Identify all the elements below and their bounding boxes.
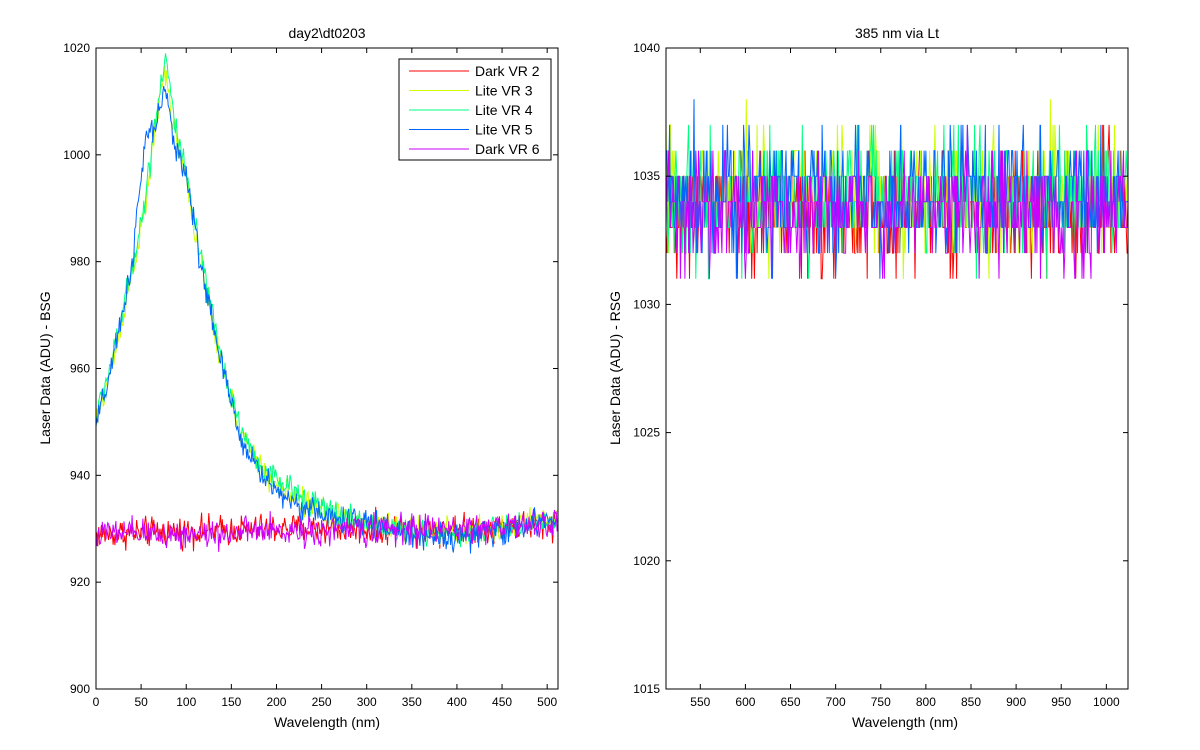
left-plot-title: day2\dt0203: [288, 25, 365, 41]
right-plot-series: [666, 99, 1128, 280]
x-tick-label: 50: [134, 695, 148, 709]
y-tick-label: 980: [70, 255, 90, 269]
x-tick-label: 800: [916, 695, 936, 709]
y-tick-label: 940: [70, 468, 90, 482]
x-tick-label: 600: [735, 695, 755, 709]
y-tick-label: 900: [70, 682, 90, 696]
left-plot-series: [96, 53, 558, 554]
right-plot-frame: [665, 47, 1129, 690]
right-plot-xlabel: Wavelength (nm): [852, 714, 958, 730]
right-plot-title: 385 nm via Lt: [855, 25, 939, 41]
y-tick-label: 1030: [633, 297, 660, 311]
right-plot-ticks: 550 600 650 700 750 800 850 900 950 1000 1015 1020 1…: [633, 41, 1128, 709]
series-line-5: [666, 124, 1128, 279]
legend-label: Dark VR 2: [475, 63, 540, 79]
x-tick-label: 250: [312, 695, 332, 709]
legend-label: Lite VR 3: [475, 83, 533, 99]
legend-label: Dark VR 6: [475, 141, 540, 157]
y-tick-label: 1000: [63, 148, 90, 162]
x-tick-label: 0: [93, 695, 100, 709]
x-tick-label: 550: [690, 695, 710, 709]
y-tick-label: 1025: [633, 426, 660, 440]
y-tick-label: 1015: [633, 682, 660, 696]
x-tick-label: 300: [357, 695, 377, 709]
x-tick-label: 1000: [1093, 695, 1120, 709]
x-tick-label: 750: [871, 695, 891, 709]
y-tick-label: 1040: [633, 41, 660, 55]
x-tick-label: 850: [961, 695, 981, 709]
series-line-5: [96, 508, 558, 552]
x-tick-label: 950: [1051, 695, 1071, 709]
legend-label: Lite VR 5: [475, 122, 533, 138]
x-tick-label: 650: [781, 695, 801, 709]
right-plot-ylabel: Laser Data (ADU) - RSG: [607, 291, 623, 445]
left-plot: day2\dt0203 0 50 100 150 200 250 300 350 400 450 5…: [37, 25, 559, 730]
left-plot-xlabel: Wavelength (nm): [274, 714, 380, 730]
left-plot-ylabel: Laser Data (ADU) - BSG: [37, 291, 53, 444]
y-tick-label: 920: [70, 575, 90, 589]
x-tick-label: 200: [266, 695, 286, 709]
left-plot-ticks: 0 50 100 150 200 250 300 350 400 450 500 900 920 940 9…: [63, 41, 558, 709]
x-tick-label: 450: [492, 695, 512, 709]
x-tick-label: 100: [176, 695, 196, 709]
x-tick-label: 900: [1006, 695, 1026, 709]
y-tick-label: 1020: [633, 554, 660, 568]
series-line-4: [666, 99, 1128, 279]
legend-label: Lite VR 4: [475, 102, 533, 118]
x-tick-label: 150: [221, 695, 241, 709]
y-tick-label: 1035: [633, 169, 660, 183]
right-plot: 385 nm via Lt 550 600 650 700 750 800 850 900 95…: [607, 25, 1129, 730]
y-tick-label: 960: [70, 362, 90, 376]
x-tick-label: 350: [402, 695, 422, 709]
x-tick-label: 400: [447, 695, 467, 709]
left-plot-legend: Dark VR 2 Lite VR 3 Lite VR 4 Lite VR 5 Dark…: [398, 58, 552, 161]
y-tick-label: 1020: [63, 41, 90, 55]
x-tick-label: 700: [826, 695, 846, 709]
x-tick-label: 500: [537, 695, 557, 709]
